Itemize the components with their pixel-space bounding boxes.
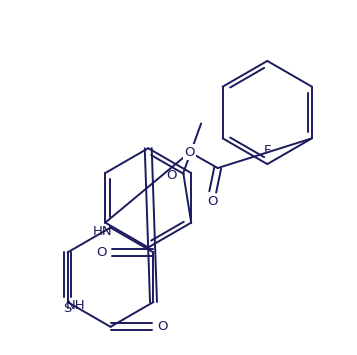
Text: NH: NH <box>66 300 85 312</box>
Text: S: S <box>64 302 72 316</box>
Text: F: F <box>263 144 271 157</box>
Text: O: O <box>185 146 195 159</box>
Text: O: O <box>207 195 218 208</box>
Text: O: O <box>157 320 167 333</box>
Text: O: O <box>166 169 177 181</box>
Text: HN: HN <box>93 225 112 238</box>
Text: O: O <box>97 246 107 259</box>
